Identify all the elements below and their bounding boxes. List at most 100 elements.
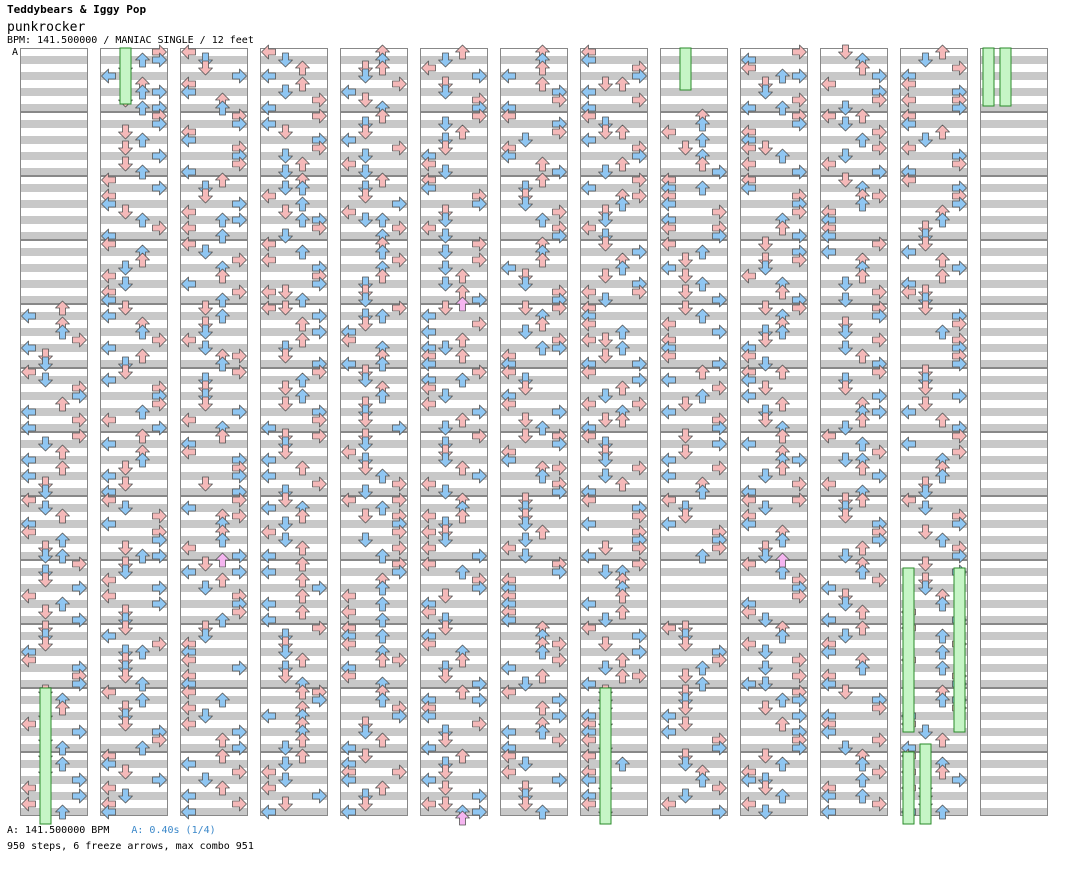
beat-stripe	[420, 216, 488, 224]
beat-stripe	[260, 760, 328, 768]
step-arrow	[358, 532, 373, 548]
beat-stripe	[20, 344, 88, 352]
step-arrow	[341, 668, 356, 684]
beat-stripe	[180, 264, 248, 272]
beat-stripe	[20, 488, 88, 496]
beat-stripe	[900, 104, 968, 112]
beat-stripe	[900, 600, 968, 608]
measure-box	[580, 112, 648, 176]
beat-stripe	[500, 184, 568, 192]
step-arrow	[421, 308, 436, 324]
measure-box	[420, 176, 488, 240]
step-arrow	[615, 76, 630, 92]
step-arrow	[135, 428, 150, 444]
step-arrow	[838, 372, 853, 388]
measure-box	[500, 752, 568, 816]
shock-arrow	[215, 552, 230, 568]
beat-stripe	[340, 280, 408, 288]
step-arrow	[552, 92, 567, 108]
step-arrow	[758, 804, 773, 820]
beat-stripe	[180, 568, 248, 576]
beat-stripe	[820, 808, 888, 816]
step-arrow	[821, 676, 836, 692]
step-arrow	[341, 444, 356, 460]
step-arrow	[118, 140, 133, 156]
beat-stripe	[420, 616, 488, 624]
beat-stripe	[20, 72, 88, 80]
beat-stripe	[340, 808, 408, 816]
beat-stripe	[180, 648, 248, 656]
beat-stripe	[660, 360, 728, 368]
step-arrow	[598, 612, 613, 628]
step-arrow	[55, 548, 70, 564]
measure-box	[100, 368, 168, 432]
shock-arrow	[455, 296, 470, 312]
measure-box	[20, 560, 88, 624]
step-arrow	[678, 428, 693, 444]
step-arrow	[552, 164, 567, 180]
beat-stripe	[500, 168, 568, 176]
step-arrow	[358, 116, 373, 132]
step-arrow	[312, 580, 327, 596]
beat-stripe	[500, 472, 568, 480]
measure-box	[900, 624, 968, 688]
beat-stripe	[500, 568, 568, 576]
beat-stripe	[260, 472, 328, 480]
measure-box	[100, 752, 168, 816]
step-arrow	[501, 612, 516, 628]
step-arrow	[661, 708, 676, 724]
step-arrow	[535, 76, 550, 92]
step-arrow	[758, 236, 773, 252]
step-arrow	[278, 348, 293, 364]
beat-stripe	[660, 568, 728, 576]
beat-stripe	[20, 392, 88, 400]
measure-box	[900, 176, 968, 240]
beat-stripe	[660, 328, 728, 336]
step-arrow	[952, 428, 967, 444]
step-arrow	[455, 652, 470, 668]
beat-stripe	[260, 696, 328, 704]
beat-stripe	[260, 136, 328, 144]
beat-stripe	[820, 184, 888, 192]
measure-box	[900, 688, 968, 752]
chart-info: BPM: 141.500000 / MANIAC SINGLE / 12 fee…	[7, 35, 254, 46]
step-arrow	[872, 468, 887, 484]
beat-stripe	[500, 152, 568, 160]
beat-stripe	[340, 632, 408, 640]
step-arrow	[598, 212, 613, 228]
step-arrow	[101, 68, 116, 84]
beat-stripe	[180, 216, 248, 224]
step-arrow	[632, 284, 647, 300]
step-arrow	[952, 156, 967, 172]
step-arrow	[518, 300, 533, 316]
step-arrow	[935, 596, 950, 612]
beat-stripe	[660, 552, 728, 560]
measure-box	[740, 496, 808, 560]
beat-stripe	[900, 248, 968, 256]
step-arrow	[38, 620, 53, 636]
step-arrow	[438, 524, 453, 540]
step-arrow	[21, 716, 36, 732]
beat-stripe	[100, 168, 168, 176]
step-arrow	[598, 292, 613, 308]
step-arrow	[872, 572, 887, 588]
step-arrow	[21, 404, 36, 420]
beat-stripe	[980, 312, 1048, 320]
step-arrow	[695, 772, 710, 788]
beat-stripe	[180, 440, 248, 448]
step-arrow	[838, 508, 853, 524]
beat-stripe	[100, 184, 168, 192]
measure-box	[740, 560, 808, 624]
step-arrow	[581, 180, 596, 196]
beat-stripe	[100, 104, 168, 112]
step-arrow	[232, 548, 247, 564]
step-arrow	[101, 268, 116, 284]
beat-stripe	[900, 328, 968, 336]
step-arrow	[295, 684, 310, 700]
step-arrow	[501, 396, 516, 412]
beat-stripe	[420, 360, 488, 368]
beat-stripe	[740, 168, 808, 176]
beat-stripe	[820, 136, 888, 144]
step-arrow	[232, 116, 247, 132]
step-arrow	[135, 348, 150, 364]
